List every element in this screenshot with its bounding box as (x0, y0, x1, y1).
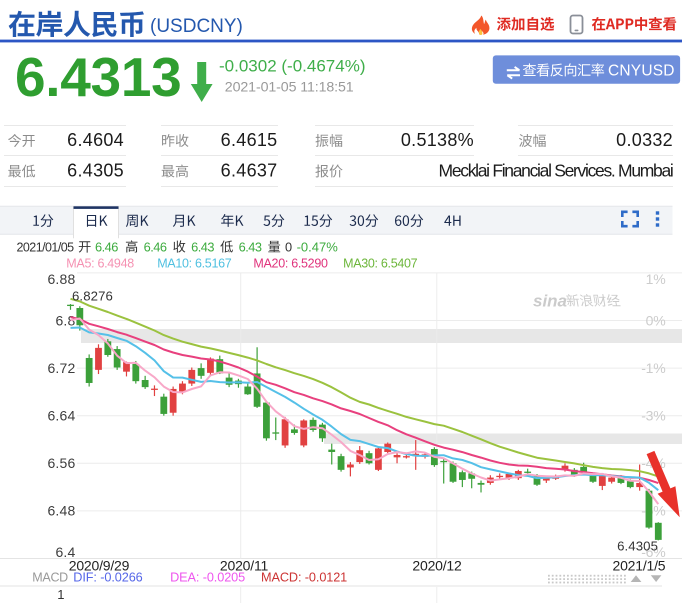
svg-text:6.4313: 6.4313 (15, 46, 181, 108)
svg-text:-6%: -6% (641, 544, 665, 560)
svg-text:6.64: 6.64 (47, 408, 75, 424)
svg-text:2020/12: 2020/12 (412, 558, 462, 574)
svg-text:MA5: 6.4948: MA5: 6.4948 (66, 257, 134, 271)
svg-text:-0.0302 (-0.4674%): -0.0302 (-0.4674%) (219, 57, 365, 76)
svg-text:0.5138%: 0.5138% (401, 130, 474, 150)
svg-text:-5%: -5% (641, 503, 665, 519)
svg-text:2021-01-05 11:18:51: 2021-01-05 11:18:51 (225, 80, 354, 96)
svg-text:0.0332: 0.0332 (616, 130, 673, 150)
svg-text:6.46: 6.46 (95, 240, 118, 255)
svg-text:2021/1/5: 2021/1/5 (612, 558, 665, 574)
svg-text:2020/11: 2020/11 (220, 558, 269, 574)
svg-text:6.43: 6.43 (239, 240, 262, 255)
svg-text:MACD: MACD (32, 571, 68, 585)
svg-text:2020/9/29: 2020/9/29 (69, 558, 130, 574)
svg-text:6.4: 6.4 (55, 544, 75, 560)
svg-text:DIF: -0.0266: DIF: -0.0266 (73, 571, 142, 585)
svg-text:MACD: -0.0121: MACD: -0.0121 (261, 571, 347, 585)
svg-text:6.46: 6.46 (144, 240, 167, 255)
svg-text:1%: 1% (646, 271, 666, 287)
svg-text:6.8: 6.8 (55, 312, 75, 328)
svg-text:2021/01/05: 2021/01/05 (17, 241, 75, 255)
svg-text:-1%: -1% (641, 360, 665, 376)
svg-text:sina: sina (533, 292, 567, 311)
svg-text:6.4305: 6.4305 (67, 160, 124, 180)
svg-text:6.4637: 6.4637 (221, 160, 278, 180)
svg-text:CNYUSD: CNYUSD (608, 62, 675, 79)
svg-text:6.88: 6.88 (47, 271, 75, 287)
svg-text:6.4305: 6.4305 (617, 539, 658, 554)
svg-text:6.4604: 6.4604 (67, 130, 124, 150)
svg-text:DEA: -0.0205: DEA: -0.0205 (170, 571, 245, 585)
svg-text:0: 0 (285, 240, 292, 255)
svg-text:6.72: 6.72 (47, 360, 75, 376)
svg-text:1: 1 (57, 587, 64, 602)
svg-text:(USDCNY): (USDCNY) (150, 16, 243, 37)
svg-text:MA20: 6.5290: MA20: 6.5290 (253, 257, 328, 271)
svg-text:6.48: 6.48 (47, 503, 75, 519)
svg-text:6.43: 6.43 (191, 240, 214, 255)
svg-text:6.56: 6.56 (47, 455, 75, 471)
svg-text:6.4615: 6.4615 (221, 130, 278, 150)
svg-text:Mecklai Financial Services. Mu: Mecklai Financial Services. Mumbai (439, 160, 673, 180)
svg-text:MA30: 6.5407: MA30: 6.5407 (343, 257, 418, 271)
svg-text:0%: 0% (646, 312, 666, 328)
svg-text:MA10: 6.5167: MA10: 6.5167 (157, 257, 232, 271)
svg-text:-3%: -3% (641, 408, 665, 424)
svg-text:-0.47%: -0.47% (297, 240, 339, 255)
svg-text:6.8276: 6.8276 (72, 289, 113, 304)
